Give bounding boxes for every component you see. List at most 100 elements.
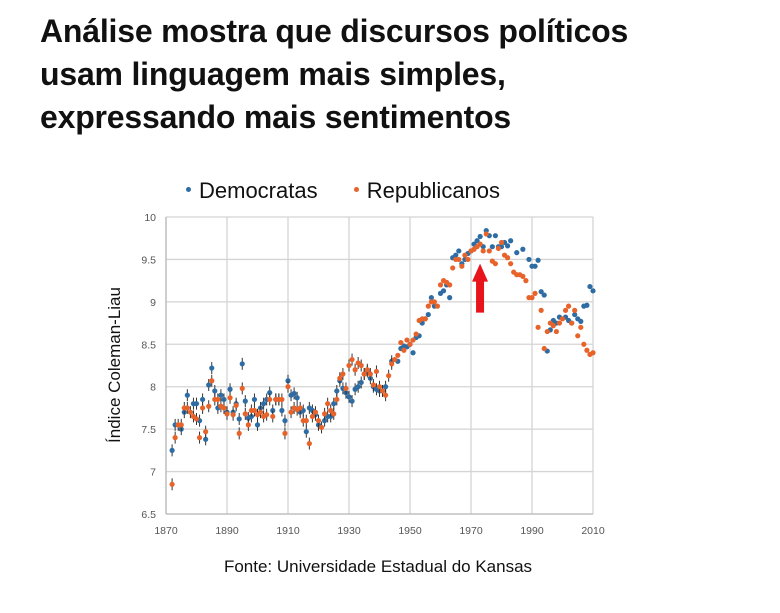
data-point [559,316,566,322]
data-point [550,323,556,329]
data-point [193,401,200,407]
data-point [383,392,389,398]
y-tick-label: 8 [150,382,156,394]
y-tick-label: 10 [144,212,156,224]
data-point [590,350,596,356]
data-point [578,318,584,324]
y-tick-label: 9 [150,297,156,309]
data-point [203,436,209,442]
x-tick-label: 1970 [459,525,483,537]
data-point [242,398,248,404]
data-point [267,390,273,396]
data-point [227,395,233,401]
data-point [541,345,547,352]
data-point [294,395,300,401]
headline-line-3: expressando mais sentimentos [40,99,512,135]
data-point [389,361,395,367]
data-point [193,416,200,422]
data-point [309,413,315,420]
data-point [532,263,538,269]
data-point [279,407,285,414]
data-point [206,403,212,409]
data-point [254,422,261,428]
data-point [221,396,227,403]
data-point [334,396,340,403]
data-point [535,324,541,330]
data-point [267,396,273,403]
data-point [440,288,447,294]
source-note: Fonte: Universidade Estadual do Kansas [223,557,533,576]
data-point [498,239,505,246]
data-point [456,256,462,263]
data-point [297,405,303,411]
data-point [200,405,206,411]
x-tick-label: 1910 [276,525,300,537]
data-point [459,263,465,269]
chart-legend: Democratas Republicanos [186,178,530,204]
y-axis-label: Índice Coleman-Liau [105,287,124,443]
data-point [544,328,550,335]
data-point [422,316,428,322]
data-point [361,371,367,377]
data-point [480,248,486,254]
data-point [352,367,358,373]
data-point [495,245,502,251]
data-point [581,341,587,347]
data-point [578,324,584,330]
headline: Análise mostra que discursos políticos u… [40,10,760,139]
data-point [355,384,361,390]
data-point [206,382,212,388]
data-point [343,385,349,392]
data-point [233,402,239,408]
data-point [492,261,498,267]
data-point [508,261,514,267]
data-point [541,292,547,298]
data-point [251,396,258,403]
data-point [462,252,468,258]
data-point [169,481,175,487]
data-point [337,375,343,381]
data-point [590,288,596,294]
data-point [331,401,337,407]
data-point [373,368,380,375]
data-point [328,407,334,414]
data-points [169,227,596,491]
x-tick-label: 1990 [520,525,544,537]
data-point [236,416,242,422]
data-point [325,401,331,407]
data-point [523,278,529,284]
data-point [306,440,312,447]
data-point [465,256,471,263]
data-point [331,411,337,417]
data-point [285,384,291,390]
data-point [477,233,483,240]
data-point [358,379,364,386]
data-point [404,337,410,343]
y-tick-label: 8.5 [141,339,156,351]
data-point [376,384,383,390]
data-point [334,388,340,394]
data-point [169,447,175,453]
data-point [486,248,492,254]
annotation-arrow [472,263,489,313]
data-point [410,350,416,356]
data-point [553,328,560,335]
data-point [264,412,270,418]
data-point [447,282,453,288]
data-point [566,303,572,309]
data-point [383,384,389,390]
data-point [425,311,431,318]
data-point [584,347,590,353]
data-point [251,407,258,414]
data-point [505,243,511,249]
data-point [489,244,495,250]
data-point [447,295,453,301]
data-point [346,362,352,369]
data-point [556,320,563,326]
data-point [200,396,206,403]
data-point [392,356,398,363]
data-point [178,422,184,428]
data-point [364,367,370,373]
data-point [184,392,190,398]
